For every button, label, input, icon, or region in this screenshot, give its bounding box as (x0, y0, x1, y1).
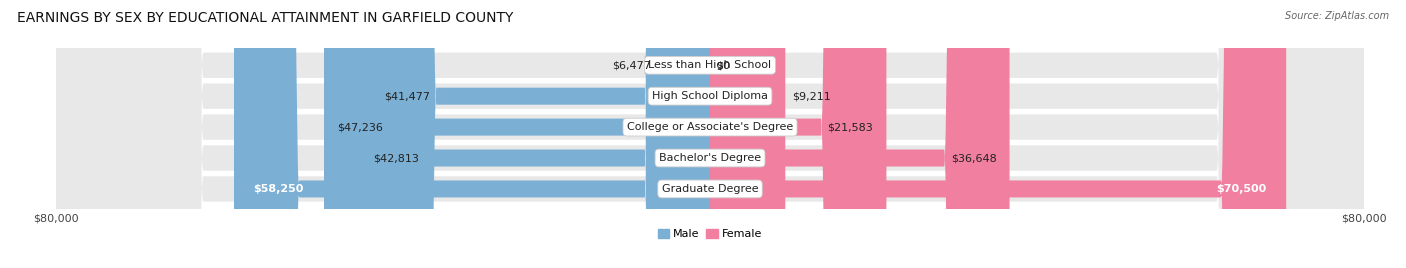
Legend: Male, Female: Male, Female (654, 224, 766, 244)
FancyBboxPatch shape (710, 0, 786, 268)
FancyBboxPatch shape (56, 0, 1364, 268)
Text: Bachelor's Degree: Bachelor's Degree (659, 153, 761, 163)
Text: Graduate Degree: Graduate Degree (662, 184, 758, 194)
Text: $70,500: $70,500 (1216, 184, 1267, 194)
Text: College or Associate's Degree: College or Associate's Degree (627, 122, 793, 132)
FancyBboxPatch shape (710, 0, 886, 268)
Text: $6,477: $6,477 (612, 60, 651, 70)
FancyBboxPatch shape (360, 0, 710, 268)
Text: $47,236: $47,236 (337, 122, 382, 132)
Text: Less than High School: Less than High School (648, 60, 772, 70)
FancyBboxPatch shape (233, 0, 710, 268)
Text: EARNINGS BY SEX BY EDUCATIONAL ATTAINMENT IN GARFIELD COUNTY: EARNINGS BY SEX BY EDUCATIONAL ATTAINMEN… (17, 11, 513, 25)
FancyBboxPatch shape (644, 0, 723, 268)
Text: $42,813: $42,813 (373, 153, 419, 163)
Text: $41,477: $41,477 (384, 91, 430, 101)
FancyBboxPatch shape (56, 0, 1364, 268)
FancyBboxPatch shape (56, 0, 1364, 268)
Text: Source: ZipAtlas.com: Source: ZipAtlas.com (1285, 11, 1389, 21)
Text: $36,648: $36,648 (950, 153, 997, 163)
FancyBboxPatch shape (710, 0, 1286, 268)
Text: $21,583: $21,583 (828, 122, 873, 132)
FancyBboxPatch shape (56, 0, 1364, 268)
FancyBboxPatch shape (56, 0, 1364, 268)
FancyBboxPatch shape (323, 0, 710, 268)
FancyBboxPatch shape (710, 0, 1010, 268)
Text: $0: $0 (717, 60, 731, 70)
Text: $58,250: $58,250 (253, 184, 304, 194)
Text: $9,211: $9,211 (792, 91, 831, 101)
FancyBboxPatch shape (371, 0, 710, 268)
Text: High School Diploma: High School Diploma (652, 91, 768, 101)
